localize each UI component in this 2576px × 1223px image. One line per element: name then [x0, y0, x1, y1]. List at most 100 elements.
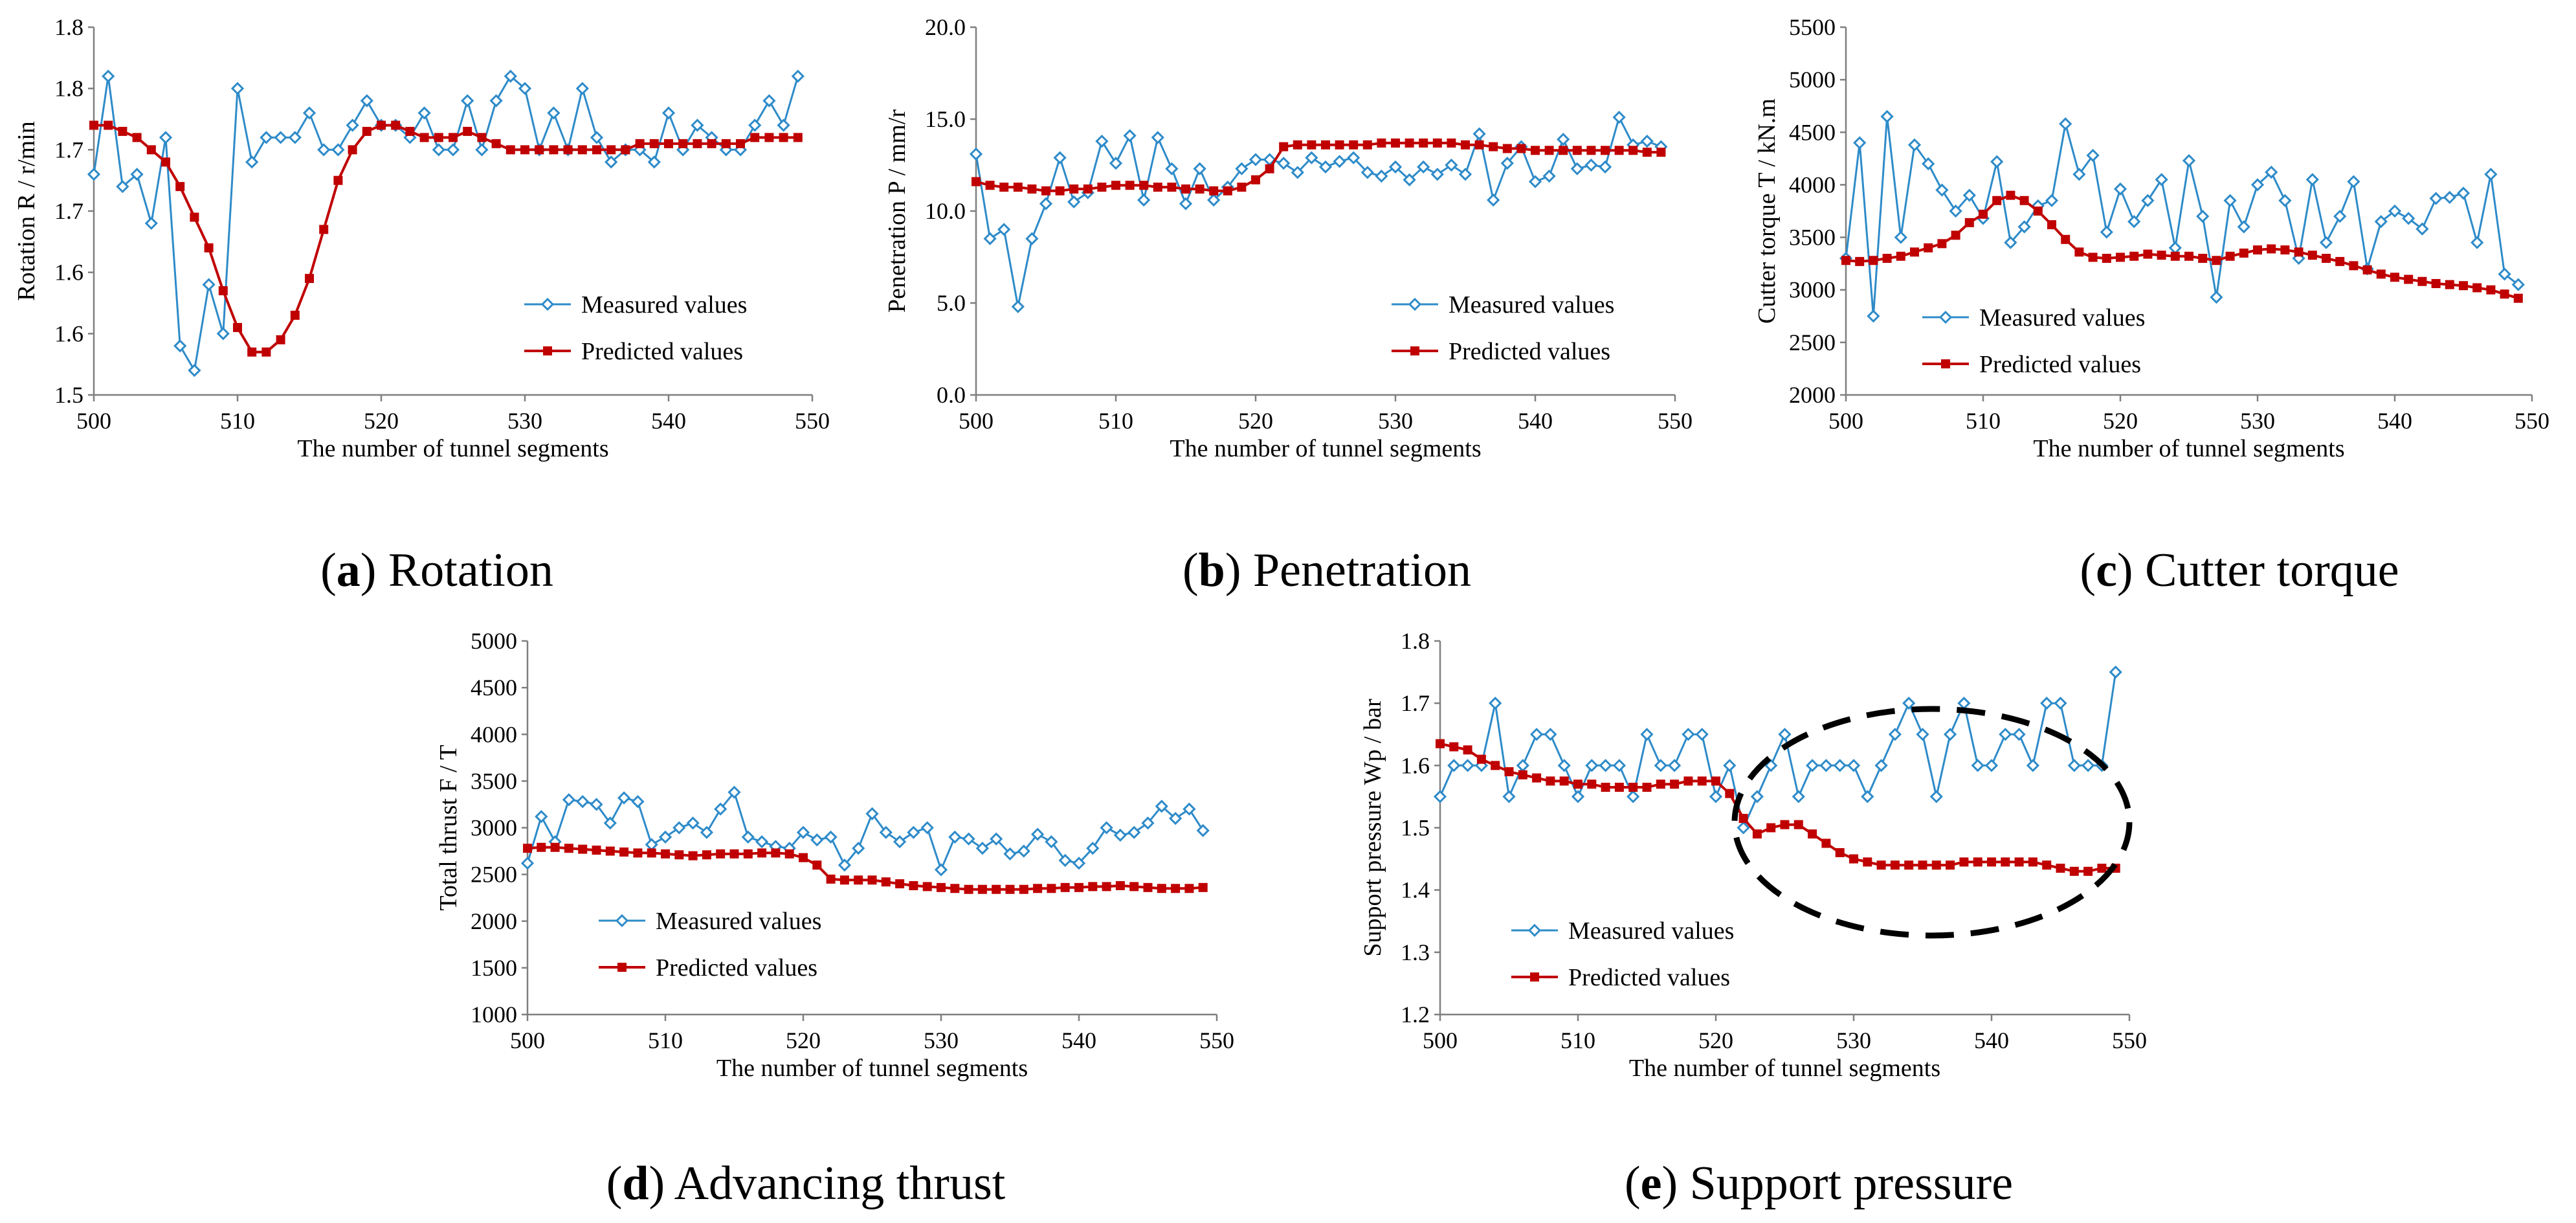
data-point-predicted — [1572, 146, 1582, 155]
data-point-measured — [1750, 790, 1764, 803]
data-point-measured — [1916, 728, 1929, 741]
data-point-measured — [2347, 175, 2360, 188]
data-point-predicted — [1111, 181, 1120, 190]
data-point-measured — [520, 857, 535, 870]
data-point-predicted — [1102, 882, 1111, 892]
data-point-measured — [1305, 151, 1318, 164]
y-tick-label: 2500 — [1789, 330, 1836, 355]
caption-label: a — [337, 544, 361, 597]
data-point-predicted — [605, 846, 615, 856]
data-point-predicted — [477, 133, 487, 142]
data-point-predicted — [1951, 230, 1960, 240]
data-point-predicted — [305, 274, 314, 284]
data-point-predicted — [764, 133, 774, 142]
data-point-measured — [748, 118, 762, 132]
data-point-predicted — [1489, 142, 1498, 151]
legend-marker — [1408, 297, 1422, 311]
data-point-predicted — [1979, 209, 1988, 219]
x-tick-label: 540 — [651, 408, 686, 434]
legend-marker — [615, 914, 629, 928]
y-tick-label: 1500 — [471, 955, 517, 981]
data-point-measured — [990, 832, 1003, 846]
data-point-measured — [2017, 220, 2031, 234]
data-point-predicted — [1766, 823, 1776, 833]
data-point-measured — [810, 833, 824, 847]
y-tick-label: 1.7 — [54, 137, 83, 163]
data-point-predicted — [1882, 254, 1892, 264]
data-point-predicted — [261, 347, 271, 357]
x-tick-label: 550 — [1658, 408, 1693, 434]
data-point-predicted — [1055, 186, 1065, 196]
legend-label: Measured values — [581, 291, 747, 319]
data-point-predicted — [1125, 181, 1135, 190]
data-point-predicted — [1890, 860, 1900, 870]
data-point-measured — [87, 168, 101, 181]
data-point-measured — [1347, 151, 1360, 164]
data-point-predicted — [1924, 243, 1933, 252]
data-point-measured — [2250, 178, 2265, 192]
y-tick-label: 15.0 — [925, 106, 966, 132]
caption-paren-open: ( — [606, 1157, 623, 1210]
data-point-measured — [1943, 728, 1957, 741]
data-point-predicted — [1586, 146, 1596, 155]
subfigure-caption: (d) Advancing thrust — [606, 1157, 1006, 1210]
data-point-predicted — [2349, 261, 2359, 271]
legend-marker — [1938, 310, 1953, 324]
data-point-predicted — [1896, 251, 1905, 261]
data-point-measured — [1430, 168, 1444, 181]
data-point-predicted — [523, 844, 532, 853]
data-point-measured — [1095, 134, 1109, 148]
data-point-measured — [1598, 160, 1612, 174]
data-point-predicted — [1293, 140, 1302, 150]
chart-panel-a: 1.5 1.6 1.6 1.7 1.7 1.8 1.8 500 510 520 530 540 550 T… — [13, 14, 830, 597]
data-point-predicted — [2061, 234, 2071, 244]
y-tick-label: 3500 — [1789, 225, 1836, 251]
data-point-measured — [2210, 290, 2223, 304]
data-point-measured — [1179, 197, 1193, 210]
data-point-measured — [969, 147, 983, 161]
data-point-predicted — [1097, 183, 1107, 192]
data-point-measured — [2333, 209, 2347, 223]
data-point-measured — [1045, 835, 1058, 849]
data-point-predicted — [2028, 857, 2037, 867]
data-point-predicted — [839, 875, 849, 885]
y-tick-label: 1.5 — [1401, 815, 1430, 841]
data-point-predicted — [1047, 884, 1056, 893]
data-point-measured — [1570, 162, 1584, 175]
data-point-predicted — [2006, 190, 2015, 200]
data-point-predicted — [348, 145, 357, 155]
data-point-predicted — [592, 145, 601, 155]
data-point-measured — [838, 858, 852, 872]
data-point-predicted — [606, 145, 616, 155]
data-point-measured — [2081, 759, 2095, 772]
data-point-measured — [1847, 759, 1861, 772]
data-point-measured — [2141, 194, 2155, 207]
data-point-measured — [1599, 759, 1612, 772]
data-point-predicted — [1849, 854, 1858, 864]
data-point-measured — [603, 816, 617, 830]
y-tick-label: 1.7 — [54, 198, 83, 224]
data-point-predicted — [1432, 138, 1442, 148]
data-point-predicted — [276, 335, 285, 344]
y-tick-label: 1.7 — [1401, 690, 1430, 716]
data-point-predicted — [537, 842, 546, 852]
data-point-measured — [1853, 136, 1867, 150]
data-point-predicted — [290, 310, 300, 320]
data-point-predicted — [2083, 866, 2093, 876]
data-point-measured — [2012, 728, 2026, 741]
series-line-predicted — [1439, 742, 2116, 873]
data-point-predicted — [743, 849, 753, 858]
data-point-predicted — [1041, 186, 1050, 196]
data-point-predicted — [104, 120, 113, 130]
data-point-predicted — [2253, 245, 2262, 255]
x-tick-label: 530 — [1378, 408, 1413, 434]
y-tick-label: 4000 — [1789, 172, 1836, 197]
data-point-predicted — [2322, 254, 2331, 264]
data-point-measured — [2265, 165, 2278, 179]
data-point-predicted — [664, 139, 673, 148]
data-point-measured — [1165, 162, 1179, 175]
data-point-measured — [1502, 790, 1516, 803]
data-point-measured — [1888, 728, 1902, 741]
data-point-measured — [2067, 759, 2081, 772]
data-point-measured — [1709, 790, 1723, 803]
